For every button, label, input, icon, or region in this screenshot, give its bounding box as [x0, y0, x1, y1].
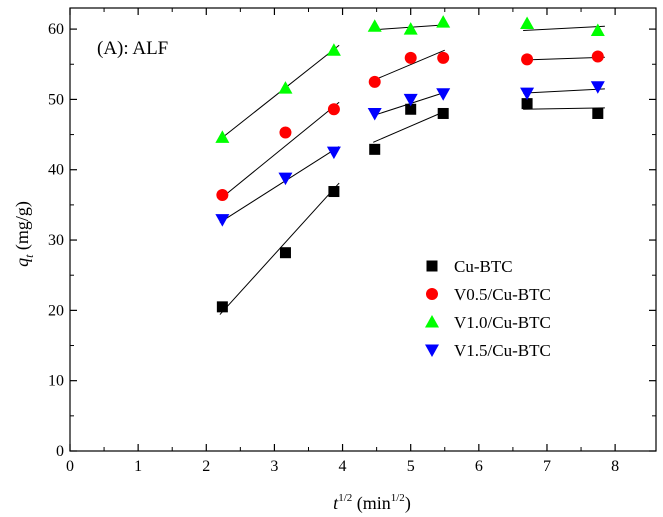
data-point — [437, 51, 450, 64]
x-axis-title-unit-open: (min — [352, 493, 391, 514]
fit-line — [373, 110, 445, 143]
legend: Cu-BTC V0.5/Cu-BTC V1.0/Cu-BTC V1.5/Cu-BTC — [425, 257, 551, 360]
data-point — [216, 189, 229, 202]
legend-marker — [426, 260, 438, 272]
data-point — [279, 126, 292, 139]
x-axis-title: t1/2 (min1/2) — [333, 492, 411, 514]
fit-line — [523, 25, 605, 32]
legend-label: V1.5/Cu-BTC — [454, 341, 551, 360]
y-tick-label: 0 — [56, 443, 64, 460]
x-tick-label: 8 — [611, 458, 619, 475]
fit-line — [219, 182, 340, 315]
x-tick-label: 3 — [270, 458, 278, 475]
data-point — [215, 130, 230, 143]
y-axis-title-base: q — [12, 258, 32, 267]
data-point — [520, 87, 535, 101]
data-point — [278, 172, 293, 186]
legend-label: V0.5/Cu-BTC — [454, 285, 551, 304]
y-axis-title-base-sub: t — [22, 254, 36, 258]
legend-label: V1.0/Cu-BTC — [454, 313, 551, 332]
fit-line — [219, 146, 340, 223]
fit-lines — [219, 24, 605, 315]
data-point — [590, 81, 605, 94]
legend-marker — [425, 344, 439, 357]
data-point — [216, 301, 228, 313]
y-tick-label: 20 — [48, 302, 64, 319]
data-point — [521, 98, 533, 110]
data-point — [520, 16, 535, 29]
x-tick-label: 2 — [202, 458, 210, 475]
data-point — [368, 75, 381, 88]
data-point — [326, 146, 341, 160]
axis-ticks: 0 1 2 3 4 5 6 7 8 0 10 20 30 40 50 60 — [48, 8, 656, 475]
data-point — [591, 50, 604, 63]
data-point — [215, 214, 230, 227]
x-tick-label: 4 — [339, 458, 347, 475]
legend-marker — [425, 315, 439, 328]
x-tick-label: 6 — [475, 458, 483, 475]
fit-line — [523, 107, 605, 110]
data-point — [279, 247, 291, 259]
legend-label: Cu-BTC — [454, 257, 513, 276]
fit-line — [523, 56, 605, 61]
data-point — [590, 23, 605, 37]
x-tick-label: 5 — [407, 458, 415, 475]
y-tick-label: 50 — [48, 91, 64, 108]
data-point — [328, 186, 340, 198]
fit-line — [373, 49, 445, 81]
x-axis-title-unit-sup: 1/2 — [391, 492, 405, 504]
fit-line — [219, 101, 340, 200]
x-axis-title-unit-close: ) — [405, 493, 411, 514]
data-point — [326, 43, 341, 56]
data-point — [436, 88, 451, 101]
data-point — [403, 22, 418, 35]
data-points — [215, 15, 605, 313]
data-point — [592, 107, 604, 119]
y-tick-label: 30 — [48, 232, 64, 249]
x-axis-title-base: t — [333, 493, 339, 513]
data-point — [278, 81, 293, 94]
y-tick-label: 10 — [48, 373, 64, 390]
data-point — [436, 15, 451, 28]
x-tick-label: 1 — [134, 458, 142, 475]
x-axis-title-base-sup: 1/2 — [338, 492, 352, 504]
data-point — [327, 103, 340, 116]
data-point — [367, 107, 382, 121]
data-point — [369, 143, 381, 155]
data-point — [405, 103, 417, 115]
panel-annotation: (A): ALF — [97, 38, 168, 59]
data-point — [367, 19, 382, 32]
fit-line — [523, 88, 605, 94]
plot-frame — [69, 7, 657, 452]
y-axis-title: qt (mg/g) — [12, 201, 36, 267]
y-tick-label: 40 — [48, 162, 64, 179]
chart-frame — [69, 7, 657, 452]
legend-marker — [426, 288, 438, 300]
data-point — [521, 53, 534, 66]
data-point — [404, 51, 417, 64]
data-point — [403, 93, 418, 107]
x-tick-label: 7 — [543, 458, 551, 475]
y-axis-title-unit: (mg/g) — [12, 201, 33, 255]
x-tick-label: 0 — [66, 458, 74, 475]
y-tick-label: 60 — [48, 21, 64, 38]
data-point — [437, 107, 449, 119]
